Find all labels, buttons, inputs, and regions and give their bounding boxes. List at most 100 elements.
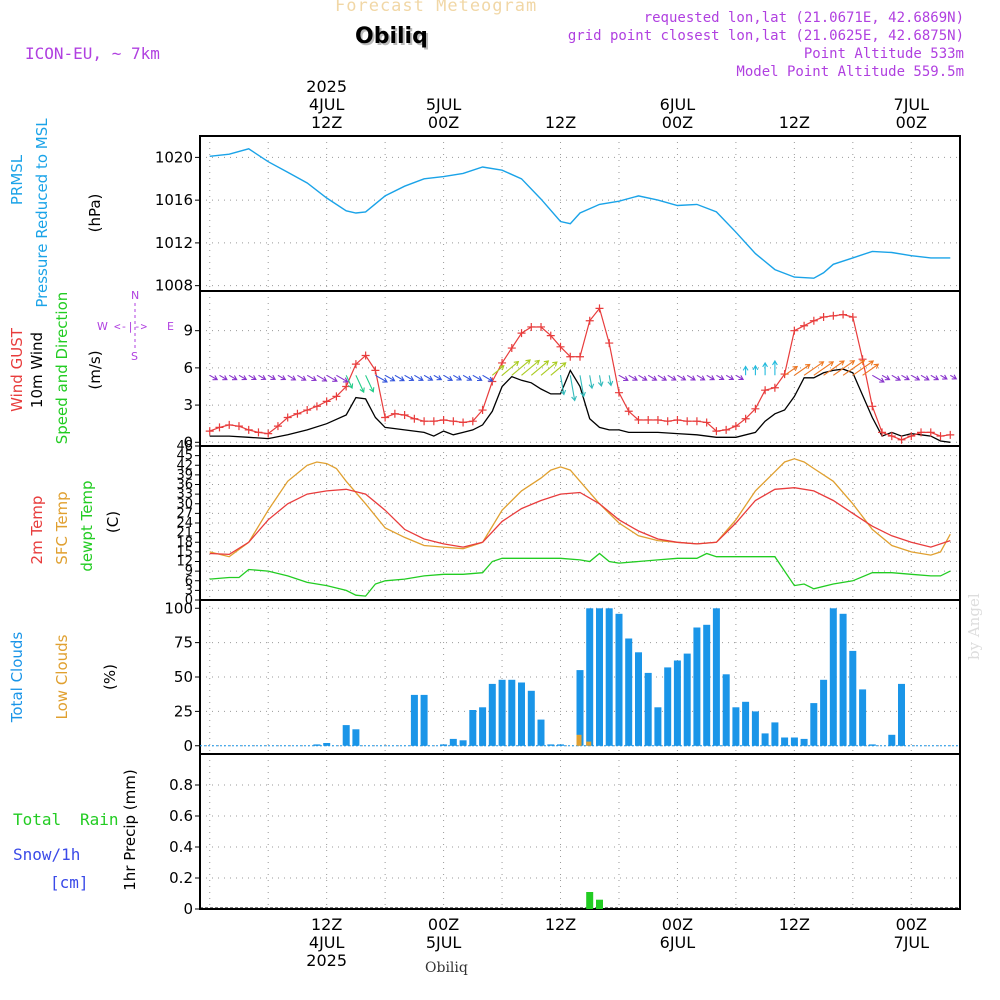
total-clouds-bar (781, 737, 789, 746)
bottom-time-label: 12Z (779, 915, 810, 934)
wind-direction-arrow (716, 374, 725, 381)
wind-direction-arrow (443, 374, 454, 381)
wind-direction-arrow (667, 374, 677, 381)
wind-direction-arrow (258, 374, 267, 381)
wind-gust-marker (410, 414, 419, 423)
wind-direction-arrow (462, 374, 473, 381)
top-time-label: 12Z (779, 113, 810, 132)
wind-direction-arrow (803, 361, 825, 376)
wind-direction-arrow (852, 360, 875, 376)
wind-gust-marker (614, 388, 623, 397)
pressure-ytick-label: 1020 (155, 148, 193, 166)
wind-gust-marker (897, 435, 906, 444)
wind-gust-marker (585, 316, 594, 325)
wind-ylabel-gust: Wind GUST (8, 327, 26, 412)
wind-direction-arrow (742, 365, 749, 376)
total-clouds-bar (800, 738, 808, 746)
precip-ytick-label: 0 (183, 900, 193, 918)
temperature-ytick-label: 0 (185, 593, 193, 608)
temperature-ytick-label: 6 (185, 574, 193, 589)
wind-gust-marker (429, 417, 438, 426)
total-clouds-bar (342, 725, 350, 746)
temperature-ytick-label: 21 (176, 526, 193, 541)
bottom-time-label: 12Z (545, 915, 576, 934)
total-clouds-bar (440, 744, 448, 746)
wind-direction-arrow (696, 374, 706, 381)
compass-east: E (167, 320, 174, 333)
wind-gust-marker (312, 402, 321, 411)
total-clouds-bar (810, 703, 818, 746)
total-clouds-bar (488, 683, 496, 746)
total-clouds-bar (323, 743, 331, 746)
wind-direction-arrow (579, 375, 586, 398)
precip-ytick-label: 0.8 (169, 776, 193, 794)
rain-bar (596, 899, 603, 909)
top-time-label: 6JUL (660, 95, 696, 114)
temperature-ytick-label: 18 (176, 535, 193, 550)
wind-gust-marker (478, 406, 487, 415)
wind-direction-arrow (219, 374, 228, 381)
temperature-ytick-label: 42 (176, 458, 193, 473)
wind-direction-arrow (772, 359, 778, 376)
wind-direction-arrow (511, 359, 531, 376)
wind-direction-arrow (530, 360, 550, 376)
wind-direction-arrow (950, 374, 958, 380)
wind-direction-arrow (375, 374, 388, 383)
wind-gust-marker (868, 402, 877, 411)
compass-south: S (131, 350, 138, 363)
wind-direction-arrow (638, 374, 648, 381)
wind-gust-marker (848, 313, 857, 322)
wind-direction-arrow (677, 374, 687, 381)
wind-gust-series-line (209, 307, 951, 441)
clouds-ytick-label: 25 (174, 702, 193, 720)
pressure-ytick-label: 1012 (155, 234, 193, 252)
clouds-ylabel-unit: (%) (101, 664, 119, 690)
wind-direction-arrow (472, 374, 483, 382)
wind-gust-marker (780, 370, 789, 379)
wind-direction-arrow (762, 361, 768, 376)
wind-gust-marker (887, 432, 896, 441)
wind-gust-marker (390, 409, 399, 418)
temperature-ytick-label: 45 (176, 449, 193, 464)
wind-direction-arrow (482, 374, 494, 382)
wind-gust-marker (907, 432, 916, 441)
total-clouds-bar (839, 613, 847, 746)
wind-direction-arrow (228, 374, 238, 381)
wind-gust-marker (205, 427, 214, 436)
wind-direction-arrow (872, 374, 885, 383)
total-clouds-bar (771, 722, 779, 746)
wind-direction-arrow (277, 374, 287, 381)
wind-gust-marker (459, 418, 468, 427)
clouds-ytick-label: 100 (164, 599, 193, 617)
wind-direction-arrow (355, 375, 365, 394)
wind-direction-arrow (238, 374, 248, 381)
location-name: Obiliq (355, 24, 428, 49)
pressure-ytick-label: 1016 (155, 191, 193, 209)
total-clouds-bar (654, 707, 662, 746)
temperature-ytick-label: 48 (176, 439, 193, 454)
wind-gust-marker (400, 411, 409, 419)
wind-direction-arrow (891, 374, 902, 381)
top-time-label: 00Z (662, 113, 693, 132)
wind-direction-arrow (597, 375, 604, 388)
clouds-ytick-label: 75 (174, 634, 193, 652)
wind-ylabel-speed-direction: Speed and Direction (53, 292, 71, 445)
wind-gust-marker (566, 352, 575, 361)
wind-direction-arrow (297, 374, 307, 381)
wind-gust-marker (790, 326, 799, 335)
temperature-ytick-label: 36 (176, 478, 193, 493)
wind-direction-arrow (832, 360, 856, 376)
model-label: ICON-EU, ~ 7km (25, 44, 160, 63)
wind-direction-arrow (706, 374, 716, 381)
temperature-ytick-label: 15 (176, 545, 193, 560)
wind-gust-marker (936, 432, 945, 441)
sfc-temp-series-line (209, 458, 951, 558)
total-clouds-bar (410, 694, 418, 746)
wind-gust-marker (751, 404, 760, 413)
precip-label-snow-unit: [cm] (50, 873, 89, 892)
wind-gust-marker (273, 422, 282, 431)
wind-direction-arrow (306, 374, 317, 382)
wind-direction-arrow (588, 375, 595, 390)
wind-gust-marker (556, 342, 565, 351)
wind-direction-arrow (628, 374, 638, 381)
